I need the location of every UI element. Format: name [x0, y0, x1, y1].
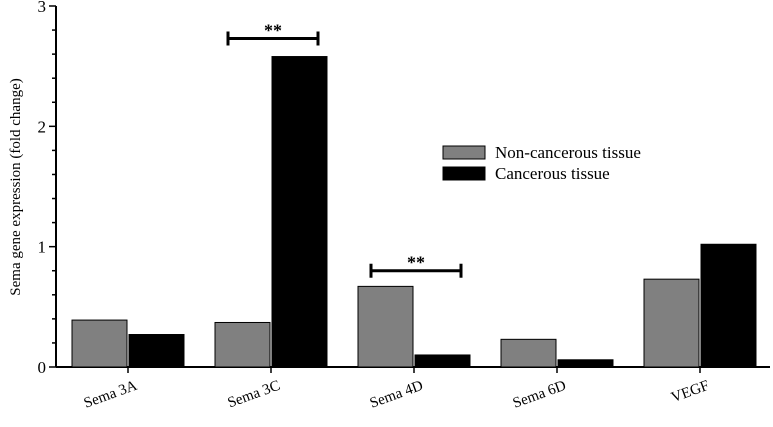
bar-sema-3c-non-cancerous [214, 321, 271, 368]
y-tick-label: 3 [38, 0, 47, 16]
significance-label: ** [407, 253, 425, 273]
y-tick-label: 0 [38, 358, 47, 377]
x-tick-label: VEGF [669, 378, 711, 406]
x-tick-label: Sema 6D [511, 378, 569, 412]
x-tick-label: Sema 3C [226, 378, 283, 412]
y-tick-label: 1 [38, 238, 47, 257]
bar-sema-4d-non-cancerous [357, 285, 414, 368]
bar-vegf-cancerous [700, 243, 757, 368]
x-tick-label: Sema 3A [82, 378, 140, 412]
bar-sema-3a-cancerous [128, 334, 185, 368]
legend-label: Non-cancerous tissue [495, 143, 641, 162]
legend-label: Cancerous tissue [495, 164, 610, 183]
legend-swatch [442, 166, 486, 181]
bar-sema-3a-non-cancerous [71, 319, 128, 368]
y-tick-label: 2 [38, 117, 47, 136]
significance-label: ** [264, 20, 282, 40]
bar-sema-6d-non-cancerous [500, 338, 557, 368]
x-tick-label: Sema 4D [368, 378, 426, 412]
bar-sema-4d-cancerous [414, 354, 471, 368]
bar-sema-6d-cancerous [557, 359, 614, 368]
legend-swatch [442, 145, 486, 160]
bar-sema-3c-cancerous [271, 56, 328, 368]
y-axis-label: Sema gene expression (fold change) [8, 78, 24, 295]
bar-vegf-non-cancerous [643, 278, 700, 368]
legend: Non-cancerous tissue Cancerous tissue [442, 143, 641, 183]
